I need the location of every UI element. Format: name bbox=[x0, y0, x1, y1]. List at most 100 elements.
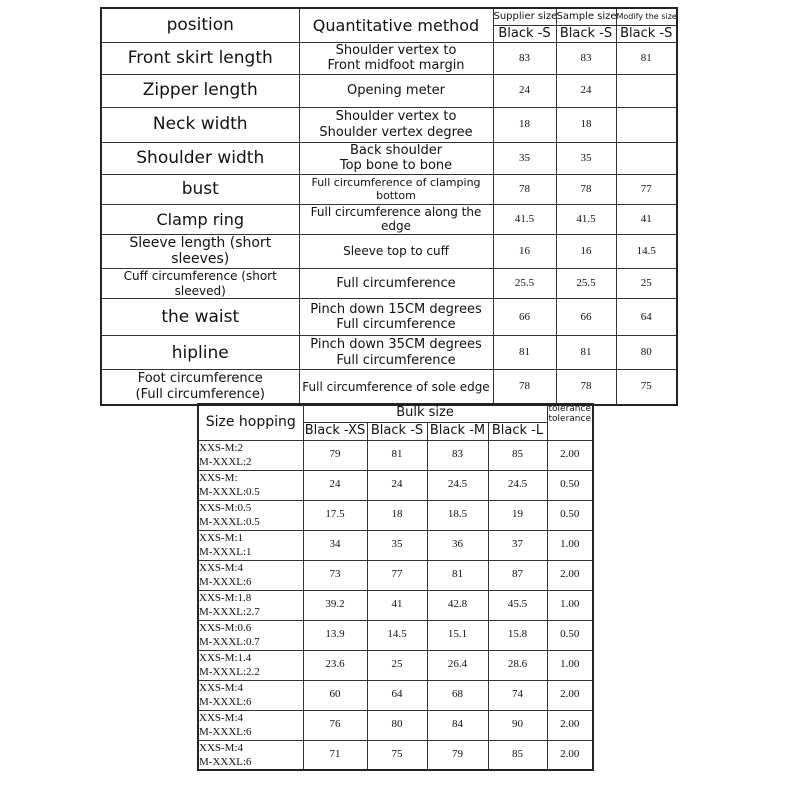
data-row: XXS-M:4 M-XXXL:6 76 80 84 90 2.00 bbox=[197, 709, 594, 741]
value-cell: 34 bbox=[302, 529, 368, 561]
data-row: XXS-M:4 M-XXXL:6 60 64 68 74 2.00 bbox=[197, 679, 594, 711]
hopping-cell: XXS-M:4 M-XXXL:6 bbox=[197, 679, 304, 711]
data-row: XXS-M:0.5 M-XXXL:0.5 17.5 18 18.5 19 0.50 bbox=[197, 499, 594, 531]
data-row: XXS-M:4 M-XXXL:6 71 75 79 85 2.00 bbox=[197, 739, 594, 771]
method-cell: Pinch down 15CM degrees Full circumferen… bbox=[298, 298, 494, 337]
position-cell: Sleeve length (short sleeves) bbox=[100, 233, 300, 270]
data-row: XXS-M:2 M-XXXL:2 79 81 83 85 2.00 bbox=[197, 439, 594, 471]
position-cell: bust bbox=[100, 173, 300, 205]
value-cell: 81 bbox=[426, 559, 489, 591]
value-cell: 41 bbox=[366, 589, 428, 621]
value-cell: 83 bbox=[426, 439, 489, 471]
value-cell: 81 bbox=[555, 335, 617, 371]
value-cell: 64 bbox=[615, 298, 678, 337]
value-cell: 2.00 bbox=[546, 559, 594, 591]
data-row: hipline Pinch down 35CM degrees Full circ… bbox=[100, 335, 678, 371]
value-cell: 60 bbox=[302, 679, 368, 711]
value-cell: 19 bbox=[487, 499, 548, 531]
data-row: Clamp ring Full circumference along the e… bbox=[100, 203, 678, 235]
method-cell: Full circumference bbox=[298, 268, 494, 300]
hopping-cell: XXS-M: M-XXXL:0.5 bbox=[197, 469, 304, 501]
data-row: Zipper length Opening meter 24 24 bbox=[100, 73, 678, 108]
header-cell: Black -S bbox=[366, 421, 428, 441]
data-row: XXS-M:1.8 M-XXXL:2.7 39.2 41 42.8 45.5 1.00 bbox=[197, 589, 594, 621]
value-cell: 26.4 bbox=[426, 649, 489, 681]
header-row: Size hopping Bulk size tolerance tolerance bbox=[197, 403, 594, 441]
method-cell: Sleeve top to cuff bbox=[298, 233, 494, 270]
header-cell: Sample size bbox=[555, 7, 617, 26]
value-cell: 41.5 bbox=[492, 203, 557, 235]
value-cell: 35 bbox=[555, 141, 617, 175]
method-cell: Full circumference along the edge bbox=[298, 203, 494, 235]
value-cell: 16 bbox=[492, 233, 557, 270]
value-cell: 83 bbox=[555, 41, 617, 75]
hopping-cell: XXS-M:0.5 M-XXXL:0.5 bbox=[197, 499, 304, 531]
position-cell: hipline bbox=[100, 335, 300, 371]
data-row: Sleeve length (short sleeves) Sleeve top … bbox=[100, 233, 678, 270]
value-cell: 28.6 bbox=[487, 649, 548, 681]
hopping-cell: XXS-M:4 M-XXXL:6 bbox=[197, 709, 304, 741]
value-cell: 68 bbox=[426, 679, 489, 711]
data-row: XXS-M:1.4 M-XXXL:2.2 23.6 25 26.4 28.6 1.00 bbox=[197, 649, 594, 681]
value-cell: 2.00 bbox=[546, 739, 594, 771]
value-cell: 81 bbox=[492, 335, 557, 371]
header-cell: Black -M bbox=[426, 421, 489, 441]
value-cell: 24 bbox=[492, 73, 557, 108]
value-cell: 84 bbox=[426, 709, 489, 741]
value-cell: 85 bbox=[487, 739, 548, 771]
value-cell: 77 bbox=[615, 173, 678, 205]
value-cell: 37 bbox=[487, 529, 548, 561]
value-cell: 78 bbox=[492, 173, 557, 205]
value-cell bbox=[615, 141, 678, 175]
position-cell: Clamp ring bbox=[100, 203, 300, 235]
method-cell: Shoulder vertex to Shoulder vertex degre… bbox=[298, 106, 494, 143]
hopping-cell: XXS-M:1 M-XXXL:1 bbox=[197, 529, 304, 561]
method-cell: Back shoulder Top bone to bone bbox=[298, 141, 494, 175]
position-cell: Cuff circumference (short sleeved) bbox=[100, 268, 300, 300]
value-cell: 81 bbox=[615, 41, 678, 75]
value-cell: 1.00 bbox=[546, 649, 594, 681]
position-cell: Foot circumference (Full circumference) bbox=[100, 369, 300, 406]
header-cell: tolerance tolerance bbox=[546, 403, 594, 441]
value-cell: 66 bbox=[492, 298, 557, 337]
value-cell: 35 bbox=[492, 141, 557, 175]
header-cell: Modify the size bbox=[615, 7, 678, 26]
value-cell: 85 bbox=[487, 439, 548, 471]
value-cell: 87 bbox=[487, 559, 548, 591]
value-cell: 78 bbox=[555, 369, 617, 406]
position-cell: the waist bbox=[100, 298, 300, 337]
value-cell: 18.5 bbox=[426, 499, 489, 531]
data-row: bust Full circumference of clamping botto… bbox=[100, 173, 678, 205]
value-cell: 78 bbox=[492, 369, 557, 406]
value-cell: 66 bbox=[555, 298, 617, 337]
value-cell: 24.5 bbox=[487, 469, 548, 501]
value-cell: 25 bbox=[615, 268, 678, 300]
value-cell: 24 bbox=[555, 73, 617, 108]
value-cell: 18 bbox=[366, 499, 428, 531]
value-cell: 41.5 bbox=[555, 203, 617, 235]
method-cell: Full circumference of sole edge bbox=[298, 369, 494, 406]
data-row: XXS-M: M-XXXL:0.5 24 24 24.5 24.5 0.50 bbox=[197, 469, 594, 501]
method-cell: Shoulder vertex to Front midfoot margin bbox=[298, 41, 494, 75]
value-cell: 14.5 bbox=[366, 619, 428, 651]
data-row: Foot circumference (Full circumference) F… bbox=[100, 369, 678, 406]
value-cell: 23.6 bbox=[302, 649, 368, 681]
measurement-table: position Quantitative method Supplier size… bbox=[100, 7, 678, 406]
hopping-cell: XXS-M:2 M-XXXL:2 bbox=[197, 439, 304, 471]
header-cell: Black -L bbox=[487, 421, 548, 441]
value-cell: 42.8 bbox=[426, 589, 489, 621]
value-cell: 36 bbox=[426, 529, 489, 561]
hopping-cell: XXS-M:1.8 M-XXXL:2.7 bbox=[197, 589, 304, 621]
data-row: Front skirt length Shoulder vertex to Fro… bbox=[100, 41, 678, 75]
value-cell: 16 bbox=[555, 233, 617, 270]
value-cell: 74 bbox=[487, 679, 548, 711]
value-cell: 83 bbox=[492, 41, 557, 75]
value-cell: 0.50 bbox=[546, 469, 594, 501]
value-cell: 25.5 bbox=[555, 268, 617, 300]
value-cell bbox=[615, 106, 678, 143]
hopping-cell: XXS-M:4 M-XXXL:6 bbox=[197, 559, 304, 591]
value-cell: 0.50 bbox=[546, 619, 594, 651]
value-cell: 64 bbox=[366, 679, 428, 711]
value-cell: 24 bbox=[366, 469, 428, 501]
